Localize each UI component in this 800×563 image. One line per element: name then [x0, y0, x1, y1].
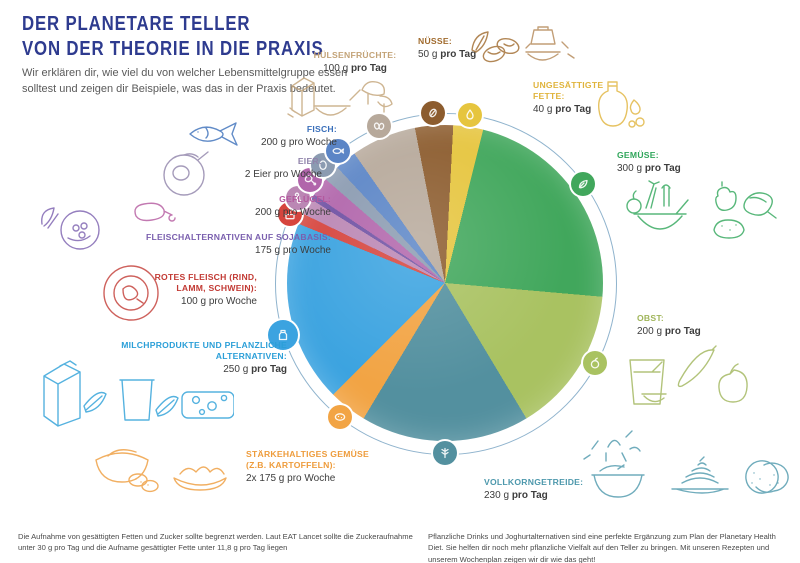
nut-icon: [421, 101, 445, 125]
callout-gemuese: GEMÜSE: 300 g pro Tag: [617, 150, 747, 174]
callout-obst: OBST: 200 g pro Tag: [637, 313, 747, 337]
footnote-plant-drinks: Pflanzliche Drinks und Joghurtalternativ…: [428, 532, 776, 563]
oil-bottle-sketch: [590, 78, 648, 130]
label-fisch: FISCH:: [306, 124, 337, 134]
label-huelsenfruechte: HÜLSENFRÜCHTE:: [313, 50, 397, 60]
fried-egg-pan-sketch: [158, 146, 212, 200]
amount-vollkorngetreide: 230 g pro Tag: [484, 490, 548, 502]
page-subtitle: Wir erklären dir, wie viel du von welche…: [22, 67, 348, 95]
callout-milchprodukte: MILCHPRODUKTE UND PFLANZLICHE ALTERNATIV…: [55, 340, 287, 375]
callout-fleischalternativen: FLEISCHALTERNATIVEN AUF SOJABASIS: 175 g…: [109, 232, 331, 256]
grain-icon: [433, 441, 457, 465]
label-staerkehaltiges-gemuese: STÄRKEHALTIGES GEMÜSE (Z.B. KARTOFFELN):: [246, 449, 370, 471]
nuts-sketch: [468, 24, 586, 76]
amount-obst: 200 g pro Tag: [637, 326, 701, 338]
callout-huelsenfruechte: HÜLSENFRÜCHTE: 100 g pro Tag: [300, 50, 410, 74]
amount-fisch: 200 g pro Woche: [261, 137, 337, 149]
pie-chart: [287, 125, 603, 441]
footnote-sugar-fat-limit: Die Aufnahme von gesättigten Fetten und …: [18, 532, 413, 553]
amount-nuesse: 50 g pro Tag: [418, 49, 477, 61]
callout-vollkorngetreide: VOLLKORNGETREIDE: 230 g pro Tag: [484, 477, 624, 501]
label-rotes-fleisch: ROTES FLEISCH (RIND, LAMM, SCHWEIN):: [154, 272, 257, 294]
label-fleischalternativen: FLEISCHALTERNATIVEN AUF SOJABASIS:: [146, 232, 331, 242]
soy-bowl-sketch: [38, 202, 110, 254]
label-gefluegel: GEFLÜGEL:: [279, 194, 331, 204]
drumstick-sketch: [130, 198, 178, 230]
potato-dishes-sketch: [90, 436, 232, 496]
amount-fleischalternativen: 175 g pro Woche: [255, 245, 331, 257]
title-line-1: DER PLANETARE TELLER: [22, 13, 251, 35]
legume-icon: [367, 114, 391, 138]
potato-icon: [328, 405, 352, 429]
dairy-products-sketch: [36, 348, 235, 430]
label-vollkorngetreide: VOLLKORNGETREIDE:: [484, 477, 584, 487]
label-eier: EIER:: [297, 156, 322, 166]
title-line-2: VON DER THEORIE IN DIE PRAXIS: [22, 38, 324, 60]
callout-fisch: FISCH: 200 g pro Woche: [227, 124, 337, 148]
fruit-icon: [583, 351, 607, 375]
fish-sketch: [186, 116, 244, 152]
label-ungesaettigte-fette: UNGESÄTTIGTE FETTE:: [533, 80, 604, 102]
page-title: DER PLANETARE TELLER VON DER THEORIE IN …: [22, 12, 324, 62]
oil-drop-icon: [458, 103, 482, 127]
callout-eier: EIER: 2 Eier pro Woche: [202, 156, 322, 180]
callout-staerkehaltiges-gemuese: STÄRKEHALTIGES GEMÜSE (Z.B. KARTOFFELN):…: [246, 449, 374, 484]
label-gemuese: GEMÜSE:: [617, 150, 659, 160]
amount-staerkehaltiges-gemuese: 2x 175 g pro Woche: [246, 473, 336, 485]
red-meat-plate-sketch: [101, 261, 163, 325]
vegetables-icon: [571, 172, 595, 196]
amount-gemuese: 300 g pro Tag: [617, 163, 681, 175]
label-obst: OBST:: [637, 313, 665, 323]
label-milchprodukte: MILCHPRODUKTE UND PFLANZLICHE ALTERNATIV…: [121, 340, 287, 362]
amount-ungesaettigte-fette: 40 g pro Tag: [533, 104, 592, 116]
amount-rotes-fleisch: 100 g pro Woche: [181, 296, 257, 308]
fruit-sketch: [624, 338, 758, 418]
callout-gefluegel: GEFLÜGEL: 200 g pro Woche: [211, 194, 331, 218]
fish-icon: [326, 139, 350, 163]
legumes-sketch: [284, 68, 394, 130]
amount-gefluegel: 200 g pro Woche: [255, 207, 331, 219]
label-nuesse: NÜSSE:: [418, 36, 452, 46]
milk-icon: [268, 320, 298, 350]
callout-nuesse: NÜSSE: 50 g pro Tag: [418, 36, 510, 60]
callout-ungesaettigte-fette: UNGESÄTTIGTE FETTE: 40 g pro Tag: [533, 80, 613, 115]
amount-huelsenfruechte: 100 g pro Tag: [323, 63, 387, 75]
whole-grains-sketch: [578, 423, 796, 515]
amount-milchprodukte: 250 g pro Tag: [223, 364, 287, 376]
amount-eier: 2 Eier pro Woche: [244, 169, 322, 181]
callout-rotes-fleisch: ROTES FLEISCH (RIND, LAMM, SCHWEIN): 100…: [139, 272, 257, 307]
vegetables-sketch: [618, 178, 782, 246]
